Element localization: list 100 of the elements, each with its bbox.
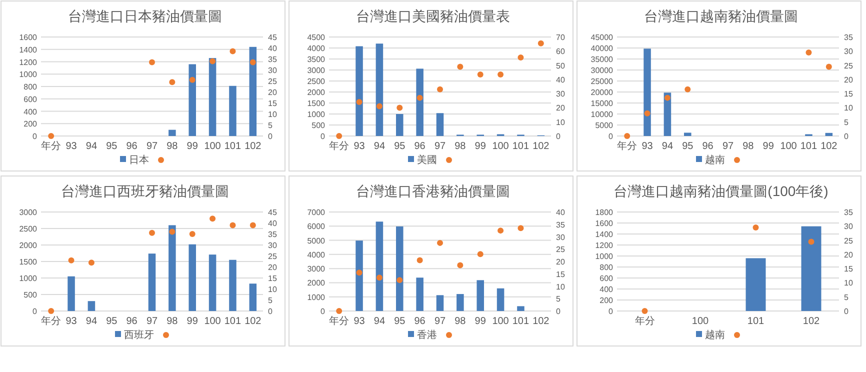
bar <box>684 132 692 136</box>
y2-tick-label: 0 <box>844 132 849 141</box>
bar <box>436 295 444 311</box>
y2-tick-label: 40 <box>268 219 278 228</box>
point <box>518 225 524 232</box>
y-tick-label: 1600 <box>595 219 614 228</box>
x-tick-label: 93 <box>642 141 654 152</box>
x-tick-label: 年分 <box>329 140 350 152</box>
point <box>230 48 236 54</box>
x-tick-label: 96 <box>126 316 138 327</box>
y2-tick-label: 5 <box>844 292 849 302</box>
y2-tick-label: 10 <box>844 104 854 113</box>
bar <box>436 113 444 136</box>
bar <box>356 46 363 136</box>
y-tick-label: 0 <box>320 307 326 316</box>
x-tick-label: 102 <box>802 316 820 327</box>
y-tick-label: 3000 <box>307 66 326 75</box>
y-tick-label: 2000 <box>19 241 38 250</box>
point <box>336 308 342 314</box>
legend-label: 日本 <box>129 154 149 166</box>
y2-tick-label: 70 <box>556 33 566 42</box>
y2-tick-label: 5 <box>844 118 849 127</box>
y2-tick-label: 45 <box>268 208 278 217</box>
y2-tick-label: 5 <box>556 294 561 304</box>
bar <box>168 225 176 311</box>
y2-tick-label: 35 <box>844 208 854 217</box>
y2-tick-label: 10 <box>556 118 566 127</box>
point <box>437 86 443 92</box>
y2-tick-label: 5 <box>268 121 273 130</box>
bar <box>188 64 196 136</box>
x-tick-label: 98 <box>166 316 178 327</box>
x-tick-label: 93 <box>66 141 78 152</box>
y-tick-label: 600 <box>24 94 38 104</box>
legend-label: 越南 <box>705 329 725 341</box>
legend-label: 美國 <box>417 154 437 166</box>
x-tick-label: 102 <box>244 141 262 152</box>
chart-title: 台灣進口越南豬油價量圖 <box>644 8 798 24</box>
y2-tick-label: 10 <box>844 278 854 288</box>
x-tick-label: 95 <box>394 141 406 152</box>
point <box>808 238 814 245</box>
point <box>477 71 484 78</box>
y2-tick-label: 10 <box>268 110 278 119</box>
y2-tick-label: 15 <box>268 274 278 283</box>
y2-tick-label: 20 <box>556 104 566 113</box>
y-tick-label: 1600 <box>19 33 38 42</box>
y-tick-label: 800 <box>600 263 614 272</box>
y-tick-label: 1000 <box>19 274 38 283</box>
y-tick-label: 0 <box>32 132 38 141</box>
x-tick-label: 101 <box>512 141 530 152</box>
y-tick-label: 3000 <box>19 208 38 217</box>
y2-tick-label: 5 <box>268 296 273 305</box>
chart-title: 台灣進口越南豬油價量圖(100年後) <box>614 183 828 199</box>
point <box>752 224 759 231</box>
point <box>396 104 403 111</box>
y-tick-label: 5000 <box>595 121 614 130</box>
y2-tick-label: 15 <box>844 264 854 274</box>
y2-tick-label: 10 <box>268 285 278 294</box>
point <box>806 50 812 56</box>
y-tick-label: 1000 <box>19 70 38 80</box>
x-tick-label: 96 <box>702 141 714 152</box>
point <box>644 110 650 116</box>
point <box>498 71 504 78</box>
y2-tick-label: 35 <box>268 55 278 64</box>
chart-title: 台灣進口美國豬油價量表 <box>356 8 510 24</box>
x-tick-label: 102 <box>532 316 550 327</box>
x-tick-label: 101 <box>747 316 765 327</box>
x-tick-label: 100 <box>492 316 510 327</box>
bar <box>396 226 404 311</box>
point <box>498 228 504 234</box>
y2-tick-label: 0 <box>556 132 561 141</box>
x-tick-label: 95 <box>106 316 118 327</box>
y2-tick-label: 35 <box>844 33 854 42</box>
point <box>642 308 648 314</box>
bar <box>208 254 216 311</box>
x-tick-label: 102 <box>820 141 838 152</box>
x-tick-label: 101 <box>224 316 242 327</box>
y-tick-label: 3500 <box>307 55 326 64</box>
x-tick-label: 100 <box>204 141 222 152</box>
x-tick-label: 94 <box>86 316 98 327</box>
x-tick-label: 101 <box>224 141 242 152</box>
point <box>477 251 484 258</box>
y-tick-label: 0 <box>608 307 614 316</box>
y2-tick-label: 30 <box>844 47 854 56</box>
bar <box>249 284 257 311</box>
point <box>416 257 423 264</box>
x-tick-label: 99 <box>186 316 198 327</box>
y2-tick-label: 45 <box>268 33 278 42</box>
x-tick-label: 97 <box>434 316 446 327</box>
x-tick-label: 年分 <box>41 140 62 152</box>
point <box>250 59 256 66</box>
y-tick-label: 200 <box>24 120 38 129</box>
x-tick-label: 96 <box>126 141 138 152</box>
y-tick-label: 1000 <box>307 110 326 119</box>
y-tick-label: 35000 <box>590 55 614 64</box>
y-tick-label: 800 <box>24 82 38 92</box>
y2-tick-label: 35 <box>556 220 566 230</box>
x-tick-label: 101 <box>800 141 818 152</box>
point <box>68 257 74 264</box>
x-tick-label: 100 <box>692 316 710 327</box>
point <box>210 216 216 222</box>
